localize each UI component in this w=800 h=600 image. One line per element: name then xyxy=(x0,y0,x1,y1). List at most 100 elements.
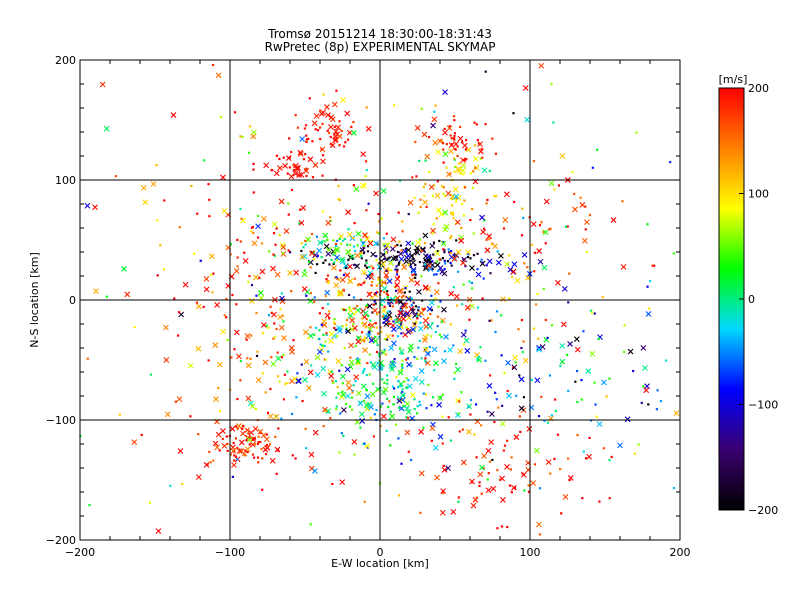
data-point xyxy=(416,317,419,320)
data-point xyxy=(488,460,492,463)
data-point xyxy=(294,114,297,117)
data-point xyxy=(374,335,377,339)
data-point-cross xyxy=(325,112,331,119)
data-point-cross xyxy=(312,162,319,168)
data-point xyxy=(229,243,233,246)
data-point xyxy=(424,357,427,360)
data-point xyxy=(383,305,386,308)
data-point xyxy=(386,242,389,245)
data-point-cross xyxy=(398,348,405,355)
data-point xyxy=(582,450,585,453)
data-point-cross xyxy=(442,89,448,96)
data-point xyxy=(536,292,539,296)
data-point-cross xyxy=(275,355,282,362)
data-point-cross xyxy=(344,393,351,399)
data-point xyxy=(403,380,406,383)
data-point xyxy=(414,251,418,254)
data-point xyxy=(341,239,345,242)
data-point-cross xyxy=(213,396,219,402)
data-point xyxy=(457,412,460,415)
data-point-cross xyxy=(536,248,542,254)
data-point xyxy=(402,394,405,398)
data-point xyxy=(318,337,321,341)
data-point xyxy=(430,439,433,442)
data-point xyxy=(407,379,410,382)
data-point-cross xyxy=(397,309,404,316)
data-point xyxy=(575,369,579,373)
data-point xyxy=(321,154,325,157)
data-point xyxy=(400,332,403,335)
data-point xyxy=(423,242,427,245)
data-point xyxy=(246,357,249,360)
data-point xyxy=(326,238,329,241)
data-point-cross xyxy=(84,202,91,209)
data-point xyxy=(656,389,659,392)
data-point xyxy=(258,431,262,434)
data-point xyxy=(264,391,267,394)
data-point xyxy=(334,380,337,383)
data-point xyxy=(256,236,260,239)
data-point xyxy=(484,70,487,73)
data-point-cross xyxy=(307,156,314,163)
data-point xyxy=(382,237,385,240)
data-point xyxy=(239,207,242,210)
data-point-cross xyxy=(328,331,335,337)
data-point xyxy=(412,301,415,304)
data-point xyxy=(118,413,121,416)
data-point xyxy=(452,115,456,118)
data-point xyxy=(381,351,384,354)
data-point-cross xyxy=(437,395,443,402)
colorbar-tick-label: 100 xyxy=(748,188,769,201)
data-point xyxy=(449,237,452,240)
data-point xyxy=(331,482,334,486)
data-point-cross xyxy=(443,333,449,340)
data-point-cross xyxy=(378,360,384,366)
data-point-cross xyxy=(312,429,319,436)
data-point-cross xyxy=(320,158,326,165)
data-point xyxy=(534,303,538,306)
data-point-cross xyxy=(372,307,378,314)
data-point-cross xyxy=(510,268,517,275)
data-point-cross xyxy=(155,528,162,535)
data-point-cross xyxy=(345,209,352,216)
data-point-cross xyxy=(486,258,493,265)
data-point xyxy=(522,396,526,399)
data-point-cross xyxy=(325,251,332,257)
data-point xyxy=(315,263,319,266)
data-point xyxy=(309,326,312,329)
data-point-cross xyxy=(325,219,332,226)
data-point-cross xyxy=(461,142,468,149)
data-point xyxy=(518,374,521,377)
data-point xyxy=(319,109,322,112)
data-point-cross xyxy=(418,368,425,374)
data-point-cross xyxy=(439,509,446,516)
data-point xyxy=(404,247,407,250)
data-point-cross xyxy=(404,429,411,436)
data-point xyxy=(602,447,605,450)
data-point xyxy=(251,453,255,456)
data-point xyxy=(469,219,472,222)
data-point-cross xyxy=(463,337,470,344)
data-point-cross xyxy=(362,310,369,317)
x-tick-label: 0 xyxy=(377,546,384,559)
data-point xyxy=(311,140,314,143)
data-point xyxy=(418,238,421,241)
data-point xyxy=(484,123,487,126)
data-point xyxy=(178,226,181,229)
data-point-cross xyxy=(163,324,169,331)
data-point xyxy=(453,170,456,173)
data-point xyxy=(442,161,445,164)
data-point-cross xyxy=(434,474,440,481)
data-point xyxy=(370,297,373,300)
data-point xyxy=(588,213,592,217)
data-point xyxy=(301,399,304,403)
data-point xyxy=(416,314,419,318)
data-point xyxy=(376,344,379,347)
data-point xyxy=(322,261,325,264)
data-point-cross xyxy=(466,296,473,303)
data-point xyxy=(169,484,172,487)
data-point xyxy=(313,300,316,304)
data-point-cross xyxy=(479,214,485,221)
data-point-cross xyxy=(386,312,393,318)
data-point-cross xyxy=(583,219,590,225)
